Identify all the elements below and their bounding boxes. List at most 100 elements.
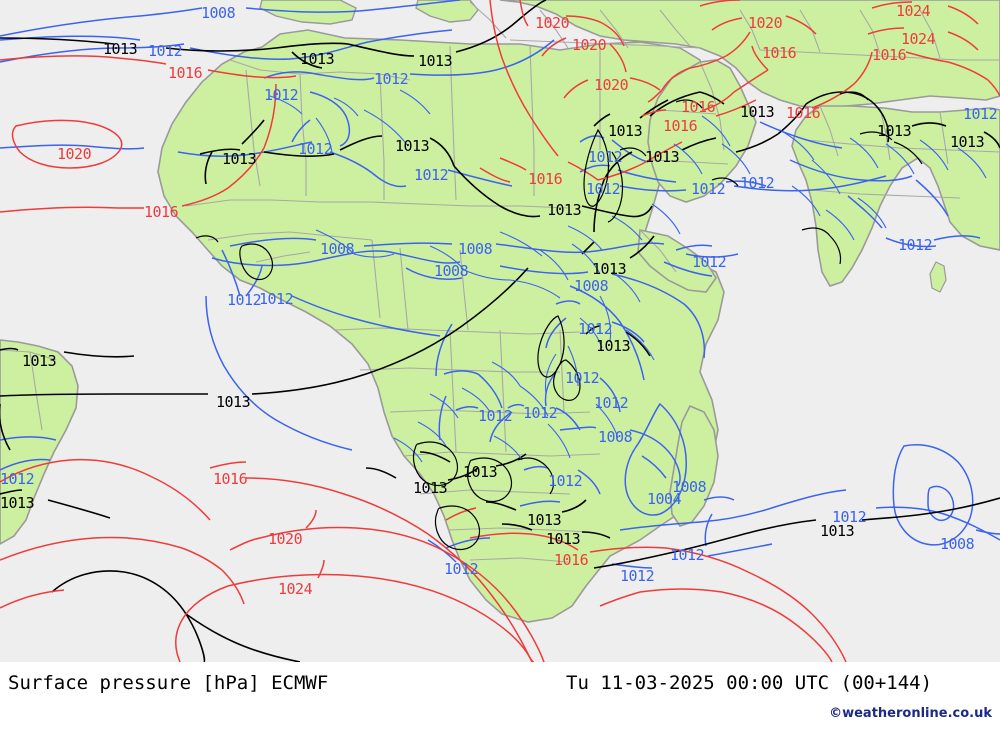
isobar-1016 — [725, 31, 751, 57]
isobar-1013 — [501, 523, 533, 531]
isobar-1013 — [251, 267, 529, 395]
isobar-1012 — [619, 185, 687, 192]
isobar-1020 — [629, 77, 661, 91]
contour-label-1013: 1013 — [103, 40, 138, 58]
isobar-1016 — [947, 61, 989, 81]
isobar-1013 — [0, 489, 23, 495]
isobar-1012 — [427, 539, 457, 563]
isobar-1013 — [453, 165, 541, 218]
isobar-1013 — [983, 131, 1000, 149]
contour-label-1016: 1016 — [528, 170, 563, 188]
contour-label-1012: 1012 — [691, 180, 726, 198]
isobar-1012 — [707, 543, 773, 557]
isobar-1013 — [429, 137, 455, 167]
isobar-1012 — [675, 244, 713, 251]
isobar-1013 — [185, 613, 301, 662]
land-africa — [157, 29, 725, 623]
isobar-1012 — [611, 139, 649, 163]
isobar-1016 — [811, 83, 855, 109]
isobar-1016 — [445, 507, 477, 521]
isobar-1013 — [495, 453, 527, 467]
isobar-1016 — [853, 51, 873, 85]
contour-label-1013: 1013 — [395, 137, 430, 155]
contour-label-1016: 1016 — [681, 98, 716, 116]
isobar-1012 — [617, 169, 677, 183]
isobar-1013 — [339, 135, 383, 151]
map-canvas — [0, 0, 1000, 662]
isobar-1016 — [499, 157, 527, 171]
contour-label-1008: 1008 — [458, 240, 493, 258]
isobar-1008 — [0, 7, 203, 37]
land-india — [791, 105, 1000, 287]
isobar-1016 — [987, 79, 1000, 97]
isobar-1016 — [715, 99, 757, 117]
isobar-1016 — [0, 458, 211, 521]
contour-label-1024: 1024 — [896, 2, 931, 20]
contour-label-1013: 1013 — [645, 148, 680, 166]
contour-label-1008: 1008 — [574, 277, 609, 295]
isobar-1012 — [489, 411, 513, 443]
isobar-1013 — [593, 179, 605, 233]
isobar-1012 — [291, 295, 441, 337]
contour-label-1013: 1013 — [547, 201, 582, 219]
contour-label-1012: 1012 — [740, 174, 775, 192]
isobar-1008 — [892, 444, 974, 546]
contour-label-1012: 1012 — [832, 508, 867, 526]
isobar-1016 — [181, 147, 265, 207]
contour-label-1012: 1012 — [588, 148, 623, 166]
isobar-1013 — [593, 113, 611, 127]
isobar-1020 — [519, 0, 529, 27]
isobar-1012 — [519, 500, 561, 507]
isobar-1013 — [861, 497, 1000, 521]
isobar-1012 — [205, 295, 353, 451]
contour-label-1024: 1024 — [901, 30, 936, 48]
contour-label-1024: 1024 — [278, 580, 313, 598]
pressure-contour-map[interactable]: 1008 1013 1012 1016 1020 1016 1013 1012 1012 1013… — [0, 0, 1000, 662]
isobar-1020 — [541, 37, 567, 57]
contour-label-1008: 1008 — [598, 428, 633, 446]
isobar-1008 — [211, 250, 461, 267]
isobar-1012 — [409, 39, 555, 76]
isobar-1008 — [629, 429, 681, 487]
isobar-1024-group — [175, 1, 979, 662]
isobar-1016 — [0, 55, 167, 65]
contour-label-1013: 1013 — [740, 103, 775, 121]
isobar-1013 — [263, 151, 335, 157]
contour-label-1013: 1013 — [463, 463, 498, 481]
contour-label-1020: 1020 — [572, 36, 607, 54]
isobar-1020 — [609, 43, 627, 73]
contour-label-1016: 1016 — [144, 203, 179, 221]
contour-label-1016: 1016 — [762, 44, 797, 62]
isobar-1012 — [875, 506, 1000, 541]
isobar-1024 — [867, 27, 905, 35]
isobar-1012 — [663, 261, 713, 277]
contour-label-1013: 1013 — [22, 352, 57, 370]
isobar-1016 — [529, 115, 559, 157]
isobar-1012 — [263, 71, 375, 81]
isobar-1020 — [699, 0, 741, 7]
contour-label-1012: 1012 — [264, 86, 299, 104]
isobar-1020 — [565, 15, 601, 23]
land-horn-of-africa — [637, 229, 717, 293]
contour-label-1013: 1013 — [418, 52, 453, 70]
isobar-1016 — [263, 83, 277, 149]
isobar-1012 — [455, 405, 479, 411]
isobar-1008 — [245, 0, 461, 13]
contour-label-1012: 1012 — [692, 253, 727, 271]
isobar-1013 — [699, 91, 725, 105]
isobar-1020 — [711, 17, 743, 31]
contour-label-1013: 1013 — [877, 122, 912, 140]
contour-label-1008: 1008 — [201, 4, 236, 22]
contour-label-1013: 1013 — [592, 260, 627, 278]
contour-label-1012: 1012 — [898, 236, 933, 254]
contour-label-1020: 1020 — [268, 530, 303, 548]
contour-label-1012: 1012 — [444, 560, 479, 578]
isobar-1013-group — [0, 0, 1000, 662]
isobar-1013 — [485, 501, 517, 511]
isobar-1020 — [785, 15, 817, 35]
isobar-1012 — [544, 371, 557, 407]
isobar-1020 — [221, 569, 245, 605]
contour-label-1016: 1016 — [663, 117, 698, 135]
contour-label-1020: 1020 — [535, 14, 570, 32]
